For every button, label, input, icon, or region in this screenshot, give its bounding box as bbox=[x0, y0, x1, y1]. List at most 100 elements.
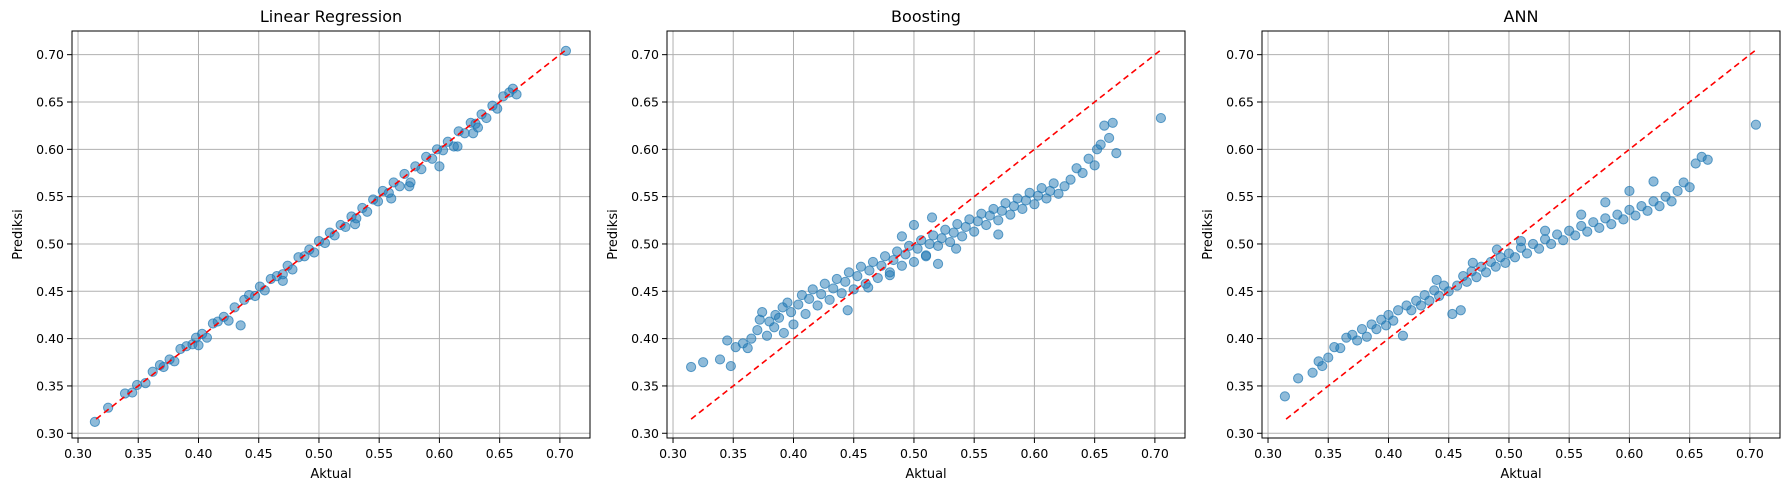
data-point bbox=[560, 45, 572, 56]
data-point bbox=[842, 305, 853, 316]
y-axis-label: Prediksi bbox=[1201, 209, 1216, 259]
y-axis-label: Prediksi bbox=[606, 209, 621, 259]
data-point bbox=[863, 282, 874, 293]
data-point bbox=[1618, 214, 1629, 225]
data-point bbox=[1509, 252, 1521, 263]
x-tick-label: 0.55 bbox=[1555, 446, 1583, 461]
x-tick-label: 0.40 bbox=[780, 446, 808, 461]
y-tick-label: 0.30 bbox=[36, 426, 64, 441]
data-point bbox=[1036, 183, 1047, 194]
data-point bbox=[993, 229, 1004, 240]
data-point bbox=[752, 324, 763, 336]
data-point bbox=[1750, 119, 1762, 130]
data-point bbox=[1279, 391, 1290, 402]
y-tick-label: 0.35 bbox=[1226, 378, 1254, 393]
data-point bbox=[896, 260, 908, 271]
data-point bbox=[812, 300, 823, 311]
data-point bbox=[127, 387, 138, 398]
data-point bbox=[1371, 324, 1382, 335]
data-point bbox=[940, 224, 951, 235]
data-point bbox=[782, 297, 793, 308]
data-point bbox=[969, 226, 980, 237]
data-point bbox=[785, 307, 797, 318]
chart-title: Linear Regression bbox=[260, 7, 402, 26]
y-tick-label: 0.45 bbox=[1226, 284, 1254, 299]
data-point bbox=[1666, 196, 1677, 207]
chart-panel-3: 0.30 0.35 0.40 0.45 0.50 0.55 0.60 0.65 0.70 0.30… bbox=[1201, 7, 1781, 482]
data-point bbox=[1361, 331, 1372, 342]
y-tick-label: 0.50 bbox=[1226, 236, 1254, 251]
data-point bbox=[916, 235, 927, 246]
data-point bbox=[828, 283, 839, 294]
data-point bbox=[819, 278, 830, 289]
chart-title: Boosting bbox=[891, 7, 961, 26]
x-tick-label: 0.50 bbox=[1495, 446, 1523, 461]
data-point bbox=[1077, 167, 1088, 179]
data-point bbox=[1684, 182, 1695, 193]
data-point bbox=[1380, 320, 1392, 331]
data-point bbox=[1393, 305, 1404, 316]
data-point bbox=[201, 332, 213, 343]
y-tick-label: 0.65 bbox=[1226, 94, 1254, 109]
data-point bbox=[434, 161, 445, 172]
scatter-points bbox=[1279, 119, 1762, 402]
data-point bbox=[1406, 305, 1417, 316]
data-point bbox=[1388, 315, 1399, 326]
axes-frame bbox=[1261, 30, 1781, 439]
data-point bbox=[1576, 209, 1587, 220]
data-point bbox=[952, 218, 963, 230]
data-point bbox=[800, 308, 811, 320]
data-point bbox=[685, 361, 697, 373]
data-point bbox=[1570, 230, 1581, 241]
data-point bbox=[908, 256, 920, 268]
data-point bbox=[816, 289, 827, 300]
data-point bbox=[349, 218, 361, 230]
data-point bbox=[884, 270, 895, 281]
data-point bbox=[1455, 305, 1466, 316]
data-point bbox=[773, 312, 785, 323]
data-point bbox=[725, 360, 736, 372]
chart-panel-1: 0.30 0.35 0.40 0.45 0.50 0.55 0.60 0.65 0.70 0.30… bbox=[11, 7, 591, 482]
data-point bbox=[250, 290, 261, 302]
data-point bbox=[944, 236, 956, 248]
x-tick-label: 0.65 bbox=[1081, 446, 1109, 461]
data-point bbox=[1017, 203, 1028, 215]
data-point bbox=[1317, 360, 1328, 372]
data-point bbox=[1356, 324, 1368, 335]
data-point bbox=[924, 238, 935, 250]
x-tick-label: 0.45 bbox=[1435, 446, 1463, 461]
data-point bbox=[993, 215, 1004, 226]
y-tick-label: 0.70 bbox=[631, 47, 659, 62]
y-tick-label: 0.45 bbox=[631, 284, 659, 299]
data-point bbox=[1702, 154, 1713, 165]
data-point bbox=[1048, 178, 1059, 189]
x-tick-label: 0.60 bbox=[1020, 446, 1048, 461]
data-point bbox=[386, 193, 397, 204]
data-point bbox=[362, 206, 373, 217]
x-tick-label: 0.55 bbox=[960, 446, 988, 461]
data-point bbox=[1415, 300, 1427, 311]
data-point bbox=[1307, 367, 1318, 378]
data-point bbox=[793, 299, 804, 310]
y-tick-label: 0.65 bbox=[631, 94, 659, 109]
data-point bbox=[867, 256, 879, 268]
data-point bbox=[472, 122, 484, 133]
data-point bbox=[1005, 209, 1016, 220]
data-point bbox=[722, 335, 733, 346]
y-tick-label: 0.35 bbox=[631, 378, 659, 393]
reference-line bbox=[690, 49, 1162, 420]
scatter-points bbox=[685, 112, 1167, 373]
data-point bbox=[103, 402, 114, 413]
y-tick-label: 0.40 bbox=[36, 331, 64, 346]
y-tick-label: 0.60 bbox=[36, 142, 64, 157]
y-tick-label: 0.50 bbox=[36, 236, 64, 251]
axes-frame bbox=[71, 30, 591, 439]
data-point bbox=[89, 416, 100, 428]
x-tick-label: 0.60 bbox=[1615, 446, 1643, 461]
y-tick-label: 0.60 bbox=[631, 142, 659, 157]
data-point bbox=[309, 247, 320, 258]
x-tick-label: 0.35 bbox=[124, 446, 152, 461]
data-point bbox=[1099, 120, 1110, 131]
data-point bbox=[936, 233, 947, 244]
y-axis-label: Prediksi bbox=[11, 209, 26, 259]
